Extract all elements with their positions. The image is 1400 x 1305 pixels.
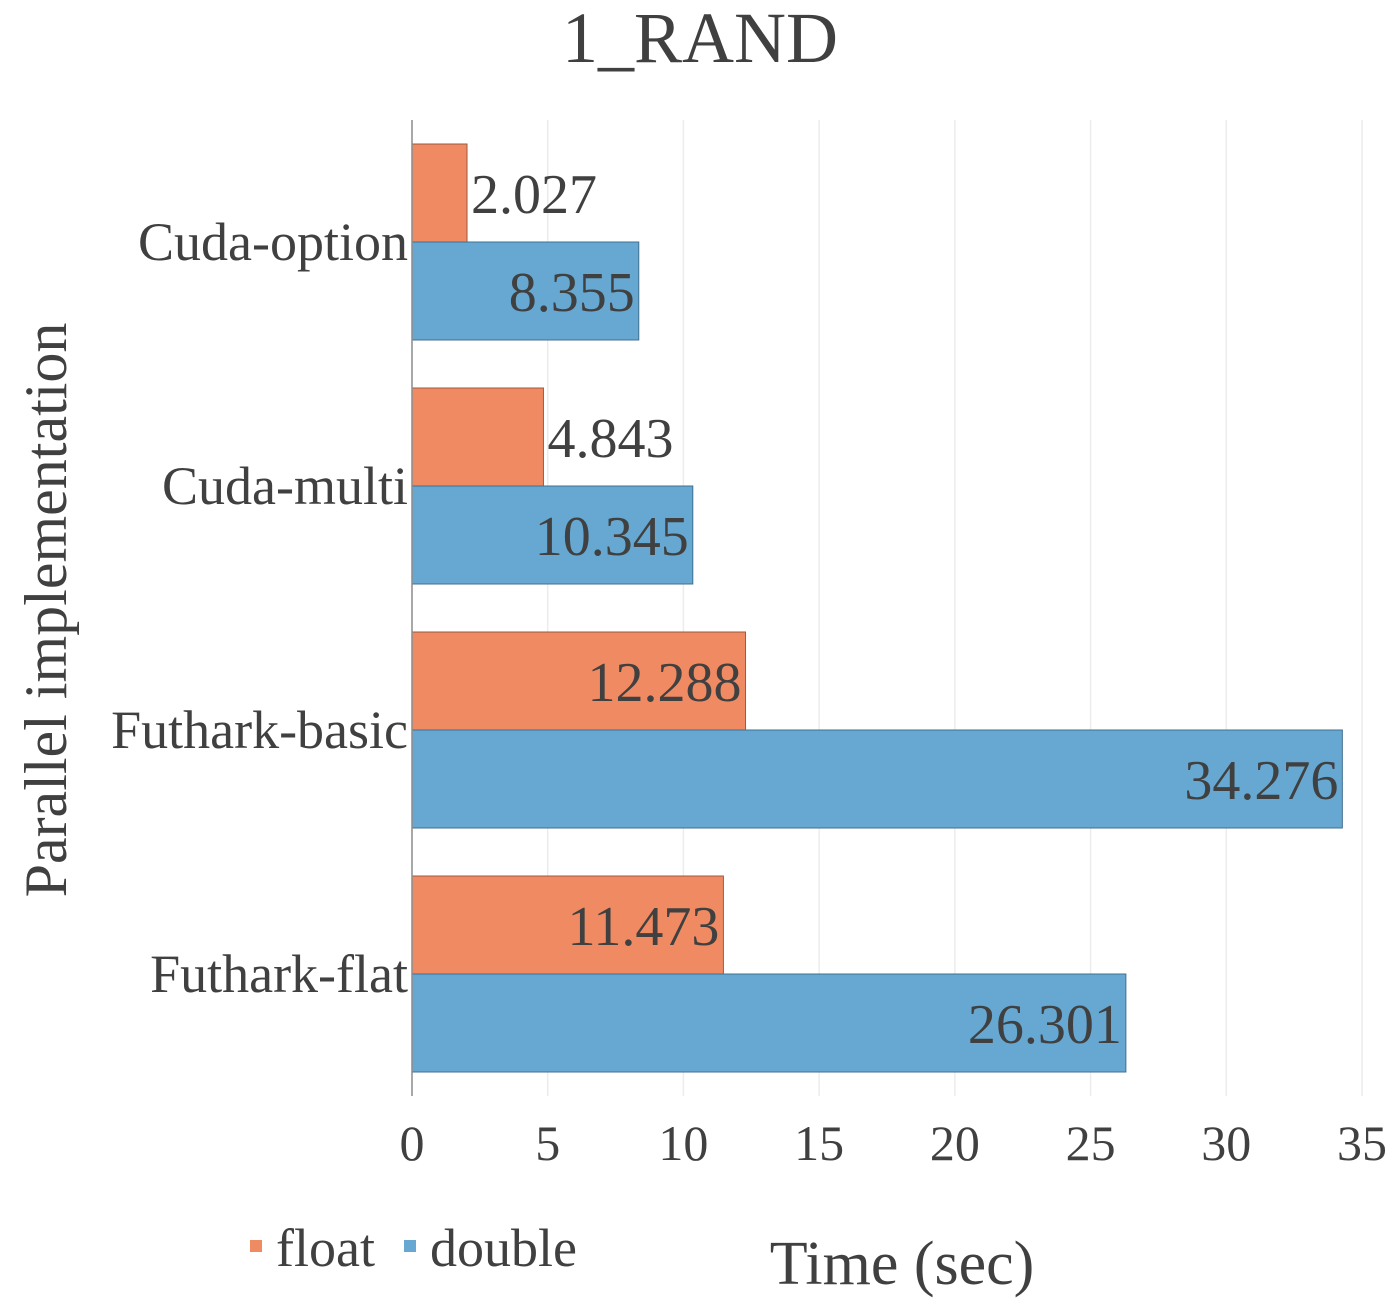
data-label-float: 11.473 [567, 896, 719, 958]
bar-float-futhark-basic [411, 631, 747, 731]
chart-title: 1_RAND [562, 0, 838, 78]
x-tick-labels: 0 5 10 15 20 25 30 35 [400, 1115, 1388, 1171]
bar-float-cuda-multi [411, 387, 544, 487]
gridlines [546, 120, 1363, 1096]
data-label-double: 10.345 [535, 506, 689, 568]
legend-swatch-float [250, 1240, 262, 1252]
data-label-double: 8.355 [509, 262, 635, 324]
legend: float double [250, 1218, 577, 1278]
x-tick-label: 20 [930, 1115, 980, 1171]
y-tick-label: Cuda-multi [162, 456, 408, 516]
x-tick-label: 10 [658, 1115, 708, 1171]
x-tick-label: 5 [535, 1115, 560, 1171]
y-tick-label: Futhark-basic [111, 700, 408, 760]
bar-float-futhark-flat [411, 875, 724, 975]
x-tick-label: 25 [1066, 1115, 1116, 1171]
bar-double-cuda-option [411, 241, 640, 341]
y-tick-labels: Cuda-option Cuda-multi Futhark-basic Futhar… [111, 212, 408, 1004]
bar-double-cuda-multi [411, 485, 694, 585]
bar-float-cuda-option [411, 143, 468, 243]
data-label-float: 4.843 [547, 408, 673, 470]
y-axis-title: Parallel implementation [13, 323, 79, 898]
bar-double-futhark-flat [411, 973, 1127, 1073]
x-tick-label: 0 [400, 1115, 425, 1171]
data-label-float: 12.288 [588, 652, 742, 714]
data-label-float: 2.027 [471, 164, 597, 226]
data-labels: 2.027 8.355 4.843 10.345 12.288 34.276 11.473 2… [471, 164, 1338, 1056]
x-axis-title: Time (sec) [770, 1230, 1035, 1298]
data-label-double: 26.301 [968, 994, 1122, 1056]
bar-double-futhark-basic [411, 729, 1343, 829]
legend-swatch-double [404, 1240, 416, 1252]
y-tick-label: Futhark-flat [150, 944, 408, 1004]
x-tick-label: 35 [1337, 1115, 1387, 1171]
legend-label-double: double [430, 1218, 577, 1278]
legend-label-float: float [276, 1218, 375, 1278]
y-tick-label: Cuda-option [138, 212, 408, 272]
x-tick-label: 30 [1201, 1115, 1251, 1171]
bars [411, 143, 1343, 1073]
x-tick-label: 15 [794, 1115, 844, 1171]
data-label-double: 34.276 [1184, 750, 1338, 812]
